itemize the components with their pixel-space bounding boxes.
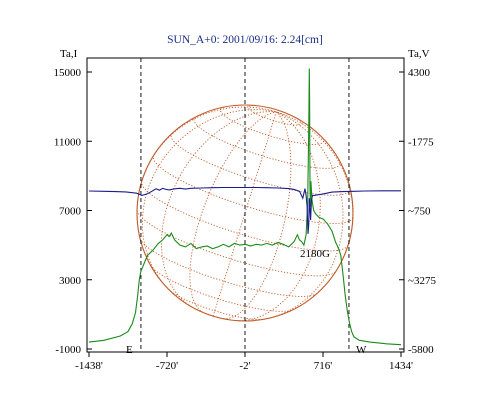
left-axis-ticks: 15000 11000 7000 3000 -1000 [54, 67, 92, 356]
disk-meridian [223, 111, 292, 320]
disk-meridian [264, 111, 344, 320]
field-strength-annotation: 2180G [300, 248, 330, 260]
disk-parallel [139, 238, 318, 297]
disk-parallel [193, 116, 341, 169]
x-tick-label: -1438' [75, 360, 103, 372]
x-tick-label: -2' [239, 360, 250, 372]
limb-label-west: W [356, 344, 367, 356]
left-tick-label: -1000 [55, 344, 81, 356]
disk-meridian [141, 109, 277, 291]
limb-markers [140, 58, 350, 352]
disk-meridian [236, 111, 321, 322]
left-tick-label: 3000 [59, 275, 82, 287]
x-tick-label: 1434' [389, 360, 413, 372]
right-tick-label: -5800 [408, 344, 434, 356]
right-axis-ticks: 4300 -1775 ~750 ~3275 -5800 [399, 67, 436, 356]
right-axis-label: Ta,V [408, 48, 430, 60]
disk-parallel [248, 105, 303, 126]
disk-meridian [141, 106, 277, 182]
right-tick-label: 4300 [408, 67, 431, 79]
polarization-series-line [88, 186, 401, 234]
disk-parallel [136, 210, 336, 277]
right-tick-label: ~750 [408, 206, 431, 218]
disk-parallel [168, 288, 265, 320]
disk-meridian [276, 111, 354, 246]
right-tick-label: -1775 [408, 136, 434, 148]
disk-parallel [196, 309, 231, 321]
intensity-series-line [88, 68, 402, 346]
disk-parallel [150, 265, 294, 312]
left-axis-label: Ta,I [60, 48, 78, 60]
left-tick-label: 11000 [54, 136, 82, 148]
limb-label-east: E [126, 344, 133, 356]
plot-frame [86, 57, 405, 353]
series-group [88, 68, 402, 346]
right-tick-label: ~3275 [408, 275, 436, 287]
left-tick-label: 7000 [59, 206, 82, 218]
disk-parallel [170, 132, 351, 196]
disk-meridian [161, 111, 277, 308]
disk-parallel [141, 181, 349, 252]
chart-title: SUN_A+0: 2001/09/16: 2.24[cm] [167, 34, 323, 46]
x-tick-label: -720' [156, 360, 178, 372]
x-tick-label: 716' [314, 360, 333, 372]
left-tick-label: 15000 [54, 67, 82, 79]
x-axis-ticks: -1438' -720' -2' 716' 1434' [75, 352, 413, 372]
disk-parallel [219, 106, 325, 145]
disk-meridian [212, 111, 277, 317]
disk-meridian [189, 111, 277, 313]
